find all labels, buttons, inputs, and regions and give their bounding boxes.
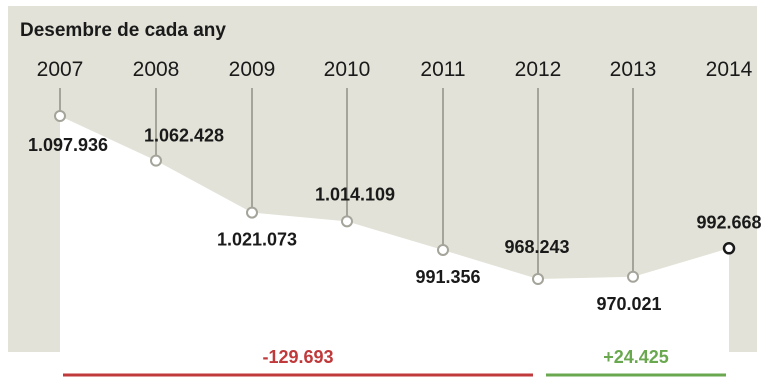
year-label-2011: 2011 — [420, 58, 465, 81]
value-label-2007: 1.097.936 — [28, 135, 108, 155]
value-label-2014: 992.668 — [696, 212, 761, 232]
value-label-2009: 1.021.073 — [217, 230, 297, 250]
change-label-positive: +24.425 — [603, 347, 669, 367]
value-label-2008: 1.062.428 — [144, 126, 224, 146]
value-label-2013: 970.021 — [596, 294, 661, 314]
data-point-2009 — [246, 206, 258, 219]
year-label-2012: 2012 — [515, 58, 562, 81]
value-labels: 1.097.936 1.062.428 1.021.073 1.014.109 991.… — [28, 126, 762, 314]
data-point-2012 — [532, 273, 544, 285]
area-fill — [60, 116, 729, 352]
year-label-2009: 2009 — [229, 58, 276, 81]
data-point-2014 — [722, 242, 736, 255]
x-axis-year-labels: 2007 2008 2009 2010 2011 2012 2013 2014 — [37, 58, 753, 81]
value-label-2012: 968.243 — [504, 237, 569, 257]
year-label-2008: 2008 — [133, 58, 180, 81]
value-label-2011: 991.356 — [415, 267, 480, 287]
year-label-2013: 2013 — [610, 58, 657, 81]
data-point-2007 — [54, 110, 66, 122]
data-point-2011 — [437, 243, 449, 256]
value-label-2010: 1.014.109 — [315, 184, 395, 204]
change-label-negative: -129.693 — [262, 347, 333, 367]
data-point-2008 — [150, 154, 162, 167]
year-label-2014: 2014 — [706, 58, 753, 81]
chart-subtitle: Desembre de cada any — [20, 20, 226, 41]
data-markers — [54, 110, 736, 285]
year-label-2007: 2007 — [37, 58, 84, 81]
data-point-2013 — [627, 270, 639, 283]
change-annotations: -129.693 +24.425 — [63, 347, 726, 377]
year-label-2010: 2010 — [324, 58, 371, 81]
year-stem-lines — [59, 88, 634, 274]
data-point-2010 — [341, 215, 353, 228]
